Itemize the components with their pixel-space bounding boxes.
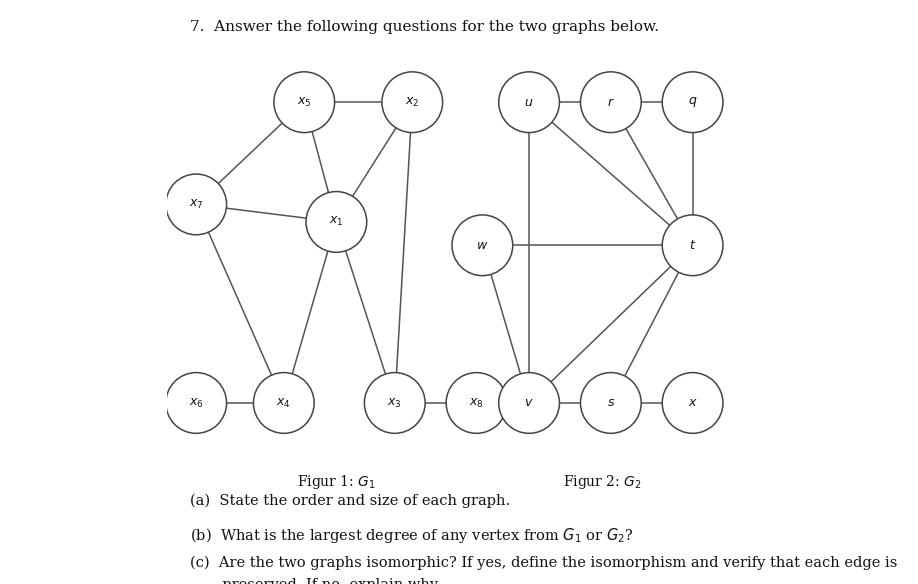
Circle shape [580,72,641,133]
Text: preserved. If no, explain why.: preserved. If no, explain why. [190,578,442,584]
Text: $v$: $v$ [524,397,534,409]
Circle shape [364,373,425,433]
Text: $q$: $q$ [688,95,698,109]
Text: $x_4$: $x_4$ [276,397,291,409]
Circle shape [166,174,227,235]
Circle shape [662,373,723,433]
Text: (c)  Are the two graphs isomorphic? If yes, define the isomorphism and verify th: (c) Are the two graphs isomorphic? If ye… [190,556,898,571]
Circle shape [253,373,314,433]
Circle shape [662,72,723,133]
Text: $x_8$: $x_8$ [469,397,484,409]
Text: $t$: $t$ [689,239,696,252]
Text: $x_5$: $x_5$ [297,96,311,109]
Circle shape [306,192,366,252]
Circle shape [382,72,442,133]
Text: Figur 2: $G_2$: Figur 2: $G_2$ [563,473,642,491]
Text: Figur 1: $G_1$: Figur 1: $G_1$ [297,473,375,491]
Text: $w$: $w$ [476,239,488,252]
Circle shape [580,373,641,433]
Circle shape [662,215,723,276]
Circle shape [274,72,334,133]
Circle shape [452,215,513,276]
Circle shape [166,373,227,433]
Text: $x_2$: $x_2$ [405,96,420,109]
Text: $x$: $x$ [688,397,698,409]
Text: $x_6$: $x_6$ [189,397,204,409]
Text: $x_7$: $x_7$ [189,198,204,211]
Text: $x_3$: $x_3$ [387,397,402,409]
Text: (b)  What is the largest degree of any vertex from $G_1$ or $G_2$?: (b) What is the largest degree of any ve… [190,526,634,545]
Circle shape [446,373,507,433]
Circle shape [498,373,559,433]
Text: (a)  State the order and size of each graph.: (a) State the order and size of each gra… [190,493,510,508]
Text: $r$: $r$ [607,96,615,109]
Text: 7.  Answer the following questions for the two graphs below.: 7. Answer the following questions for th… [190,20,659,34]
Text: $x_1$: $x_1$ [330,215,343,228]
Text: $s$: $s$ [607,397,615,409]
Circle shape [498,72,559,133]
Text: $u$: $u$ [524,96,533,109]
